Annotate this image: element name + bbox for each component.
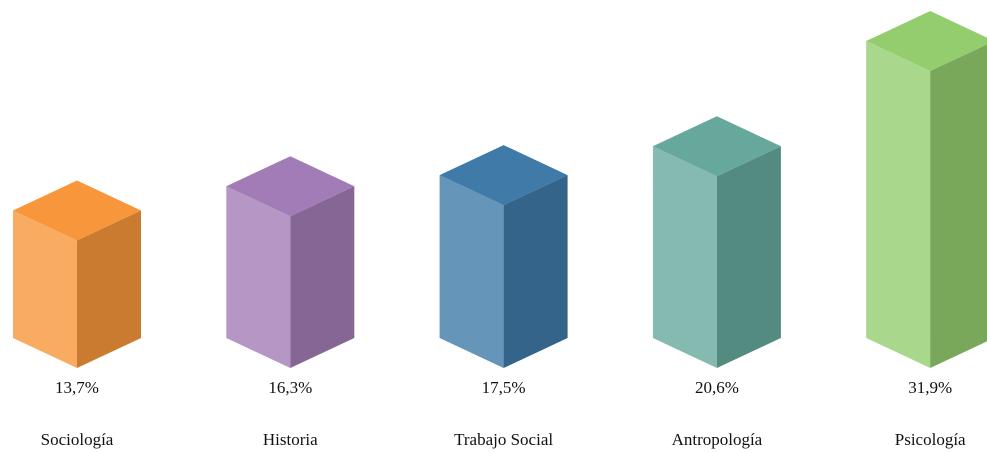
value-label: 13,7%	[55, 378, 99, 397]
bar-side	[290, 186, 355, 368]
category-label: Historia	[263, 430, 318, 449]
bar	[226, 156, 355, 368]
value-label: 17,5%	[482, 378, 526, 397]
bar-side	[503, 175, 568, 368]
bar-front	[866, 41, 931, 368]
category-label: Trabajo Social	[454, 430, 553, 449]
bar-top	[866, 11, 987, 71]
bar	[866, 11, 987, 368]
category-label: Sociología	[41, 430, 114, 449]
bar-top	[439, 145, 568, 206]
category-label: Psicología	[895, 430, 966, 449]
bar-front	[13, 210, 77, 368]
bar-top	[13, 180, 141, 241]
bar	[439, 145, 568, 368]
bar-side	[77, 210, 141, 368]
bar-side	[930, 44, 987, 368]
bar	[13, 180, 141, 368]
value-label: 20,6%	[695, 378, 739, 397]
bar-side	[716, 146, 781, 368]
category-label: Antropología	[672, 430, 763, 449]
bar-front	[439, 175, 504, 368]
value-label: 31,9%	[908, 378, 952, 397]
bar-front	[652, 146, 717, 368]
bar-front	[226, 186, 291, 368]
bar-top	[652, 116, 781, 177]
value-label: 16,3%	[268, 378, 312, 397]
bar-top	[226, 156, 355, 217]
bar	[652, 116, 781, 368]
